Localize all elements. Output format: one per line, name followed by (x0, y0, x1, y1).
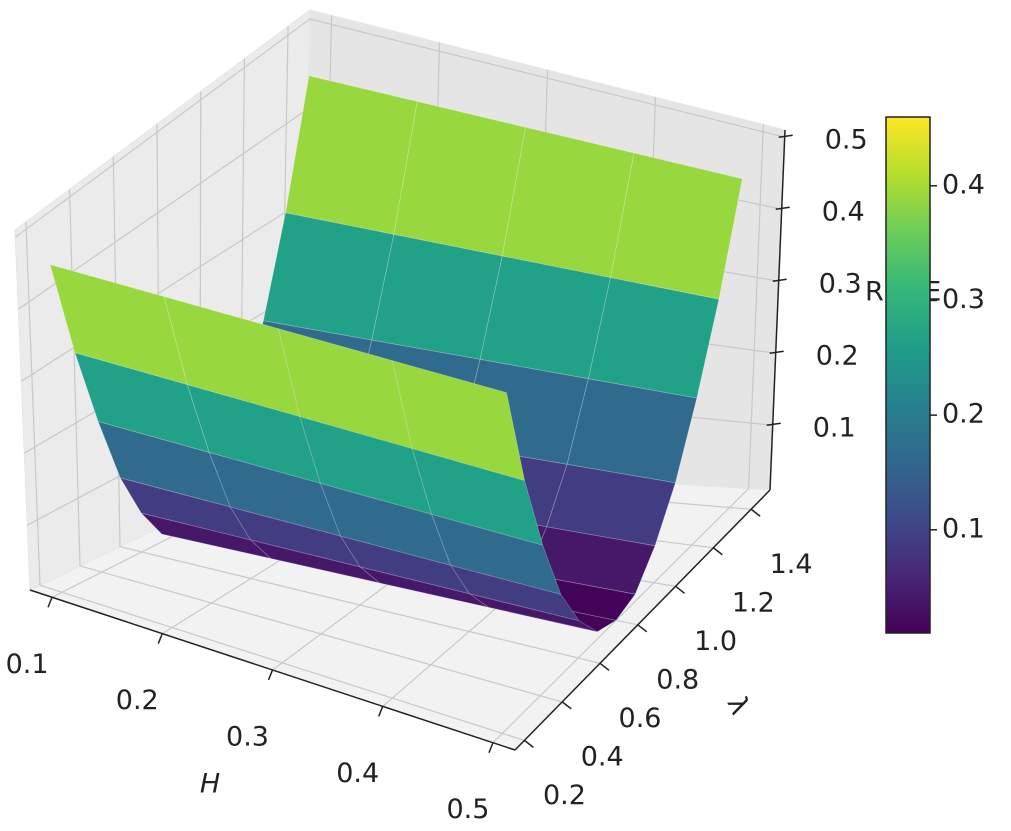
x-tick-label: 0.3 (226, 722, 269, 753)
y-axis-label: λ (720, 692, 755, 720)
surface-patch (566, 378, 698, 484)
grid-line (25, 221, 525, 741)
x-tick (47, 596, 53, 608)
z-tick-label: 0.4 (822, 197, 865, 228)
grid-line (14, 18, 785, 238)
y-axis-line (514, 489, 771, 751)
z-tick-label: 0.1 (813, 413, 856, 444)
surface-patch (546, 463, 676, 547)
y-tick-label: 0.4 (581, 741, 624, 772)
y-tick-label: 1.2 (732, 587, 775, 618)
colorbar-tick-label: 0.4 (942, 169, 985, 200)
surface-patch (501, 126, 635, 279)
surface-patch (371, 233, 503, 360)
surface-patch (393, 101, 526, 257)
z-tick (766, 422, 781, 426)
z-tick (778, 134, 793, 138)
y-tick (675, 585, 686, 594)
colorbar-tick-label: 0.3 (942, 284, 985, 315)
x-axis-label: H (200, 769, 220, 800)
y-tick-label: 0.6 (619, 703, 662, 734)
y-tick (637, 624, 648, 633)
z-tick (775, 206, 790, 210)
surface-patch (610, 152, 743, 300)
colorbar-gradient (885, 116, 931, 634)
x-tick (488, 742, 494, 754)
x-tick-label: 0.1 (6, 649, 49, 680)
x-tick-label: 0.5 (446, 794, 489, 825)
z-tick-label: 0.2 (816, 341, 859, 372)
y-tick-label: 0.2 (543, 780, 586, 811)
colorbar: 0.1 0.2 0.3 0.4 (885, 116, 985, 634)
y-tick-label: 1.4 (770, 549, 813, 580)
x-tick (267, 669, 274, 681)
x-tick (157, 633, 163, 644)
y-tick-label: 0.8 (656, 664, 699, 695)
z-axis-line (769, 129, 786, 491)
axes: 0.1 0.2 0.3 0.4 0.5 0.2 0.4 0.6 0.8 1.0 1.2 1.4 0.1 0… (6, 125, 868, 826)
x-tick-label: 0.2 (116, 685, 159, 716)
x-tick-label: 0.4 (336, 758, 379, 789)
y-tick (599, 662, 610, 671)
y-tick (523, 739, 534, 748)
colorbar-tick-label: 0.1 (942, 513, 985, 544)
z-tick (769, 350, 784, 354)
surface-patch (285, 75, 418, 235)
z-tick-label: 0.5 (825, 125, 868, 156)
surface-patch (262, 212, 395, 341)
colorbar-tick-label: 0.2 (942, 399, 985, 430)
surface-patch (411, 448, 544, 546)
z-tick-label: 0.3 (819, 269, 862, 300)
y-tick (750, 508, 761, 517)
z-tick (772, 278, 787, 282)
surface (49, 75, 743, 633)
y-tick (561, 701, 572, 710)
x-tick (378, 706, 384, 717)
surface-patch (479, 255, 611, 380)
y-tick (712, 547, 723, 556)
surface-patch (588, 277, 720, 399)
y-tick-label: 1.0 (694, 626, 737, 657)
surface-patch (391, 360, 525, 481)
